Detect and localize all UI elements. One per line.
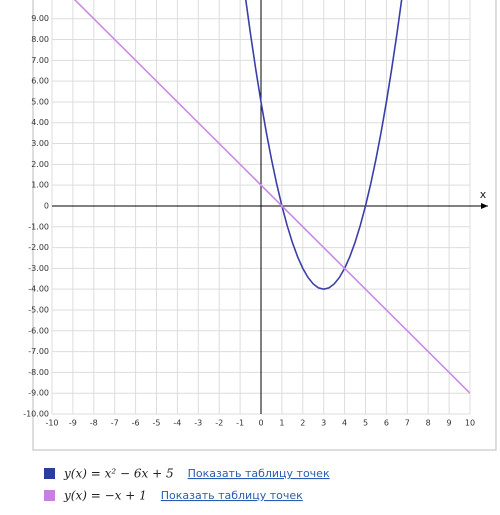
labels: -10 -9 -8 -7 -6 -5 -4 -3 -2 -1 0 1 2 3 4 5 6 7 8 9 10-10.00-… (23, 14, 475, 427)
y-tick-label: -4.00 (28, 285, 49, 294)
x-tick-label: 0 (258, 419, 263, 428)
y-tick-label: 5.00 (31, 97, 49, 106)
x-tick-label: -8 (90, 419, 98, 428)
y-tick-label: -10.00 (23, 410, 49, 419)
x-tick-label: -2 (215, 419, 223, 428)
x-tick-label: 6 (384, 419, 389, 428)
y-tick-label: 4.00 (31, 118, 49, 127)
x-tick-label: -1 (236, 419, 244, 428)
y-tick-label: -9.00 (28, 389, 49, 398)
y-tick-label: 0 (44, 201, 49, 210)
y-tick-label: -7.00 (28, 347, 49, 356)
y-tick-label: 2.00 (31, 160, 49, 169)
y-tick-label: -3.00 (28, 264, 49, 273)
y-tick-label: -8.00 (28, 368, 49, 377)
x-tick-label: 5 (363, 419, 368, 428)
y-tick-label: -6.00 (28, 326, 49, 335)
function-line (244, 0, 403, 291)
x-tick-label: 1 (279, 419, 284, 428)
y-tick-label: -5.00 (28, 305, 49, 314)
legend-swatch (44, 468, 55, 479)
x-tick-label: -10 (45, 419, 58, 428)
x-tick-label: -9 (69, 419, 77, 428)
x-tick-label: 10 (465, 419, 475, 428)
y-tick-label: 1.00 (31, 181, 49, 190)
x-tick-label: 7 (405, 419, 410, 428)
x-tick-label: 8 (426, 419, 431, 428)
function-line (73, 0, 470, 394)
x-axis-arrow (481, 202, 488, 209)
chart-frame (32, 0, 497, 451)
y-tick-label: 8.00 (31, 35, 49, 44)
x-tick-label: 2 (300, 419, 305, 428)
x-axis-label: x (480, 188, 487, 201)
y-tick-label: -2.00 (28, 243, 49, 252)
x-tick-label: 9 (447, 419, 452, 428)
legend: y(x) = x² − 6x + 5 Показать таблицу точек… (44, 467, 330, 503)
y-tick-label: 9.00 (31, 14, 49, 23)
plot-area (73, 0, 470, 394)
x-tick-label: -6 (132, 419, 140, 428)
y-tick-label: -1.00 (28, 222, 49, 231)
show-points-link[interactable]: Показать таблицу точек (188, 467, 330, 480)
grid (51, 0, 488, 415)
show-points-link[interactable]: Показать таблицу точек (161, 489, 303, 502)
x-tick-label: -3 (194, 419, 202, 428)
legend-swatch (44, 490, 55, 501)
x-tick-label: -4 (173, 419, 181, 428)
x-tick-label: -5 (153, 419, 161, 428)
x-tick-label: 4 (342, 419, 347, 428)
legend-formula: y(x) = −x + 1 (63, 489, 147, 503)
x-tick-label: 3 (321, 419, 326, 428)
y-tick-label: 6.00 (31, 77, 49, 86)
legend-formula: y(x) = x² − 6x + 5 (63, 467, 174, 481)
y-tick-label: 7.00 (31, 56, 49, 65)
x-tick-label: -7 (111, 419, 119, 428)
y-tick-label: 3.00 (31, 139, 49, 148)
